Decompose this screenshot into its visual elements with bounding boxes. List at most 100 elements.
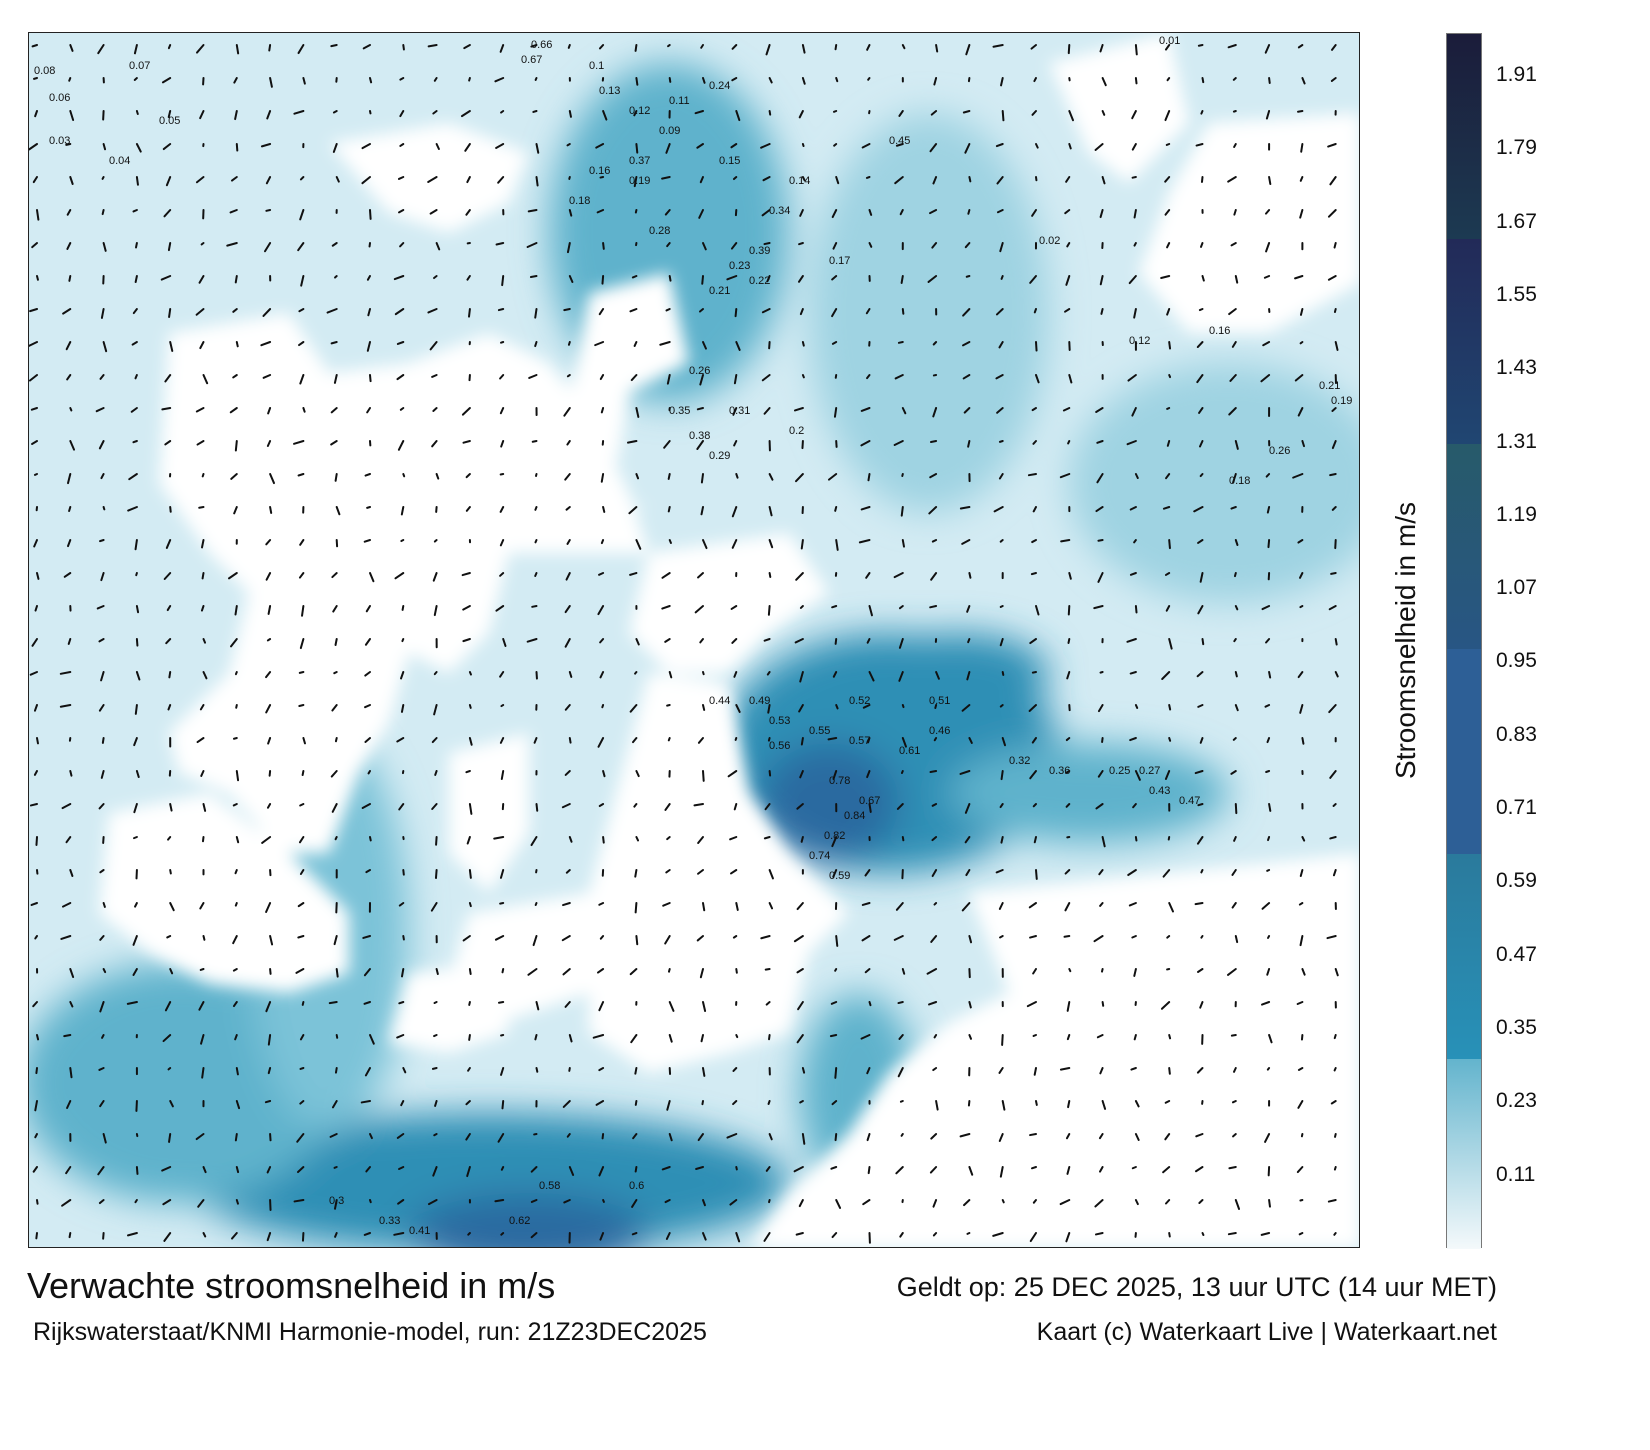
current-arrow xyxy=(334,473,338,482)
current-arrow xyxy=(369,1133,373,1140)
current-arrow xyxy=(1232,110,1237,113)
current-arrow xyxy=(598,1067,605,1072)
current-arrow xyxy=(1068,968,1072,973)
current-arrow xyxy=(229,407,238,414)
current-arrow xyxy=(332,605,338,613)
current-arrow xyxy=(99,374,105,380)
current-arrow xyxy=(732,1067,738,1072)
current-arrow xyxy=(36,737,39,745)
current-arrow xyxy=(1129,506,1137,511)
current-arrow xyxy=(195,176,205,184)
current-arrow xyxy=(1298,902,1304,906)
current-arrow xyxy=(1166,440,1171,447)
current-arrow xyxy=(696,935,704,942)
current-arrow xyxy=(63,572,72,578)
current-arrow xyxy=(702,770,705,782)
current-arrow xyxy=(599,671,605,679)
current-arrow xyxy=(234,1034,238,1041)
current-arrow xyxy=(931,242,938,249)
current-arrow xyxy=(135,242,138,249)
current-arrow xyxy=(166,935,172,939)
current-arrow xyxy=(634,44,638,52)
current-speed-map[interactable]: 0.08 0.07 0.06 0.03 0.04 0.05 0.1 0.13 0.12 0.11 0… xyxy=(28,32,1360,1248)
colorbar-tick-label: 1.79 xyxy=(1496,136,1537,160)
current-arrow xyxy=(1198,1199,1204,1205)
current-arrow xyxy=(893,572,904,579)
current-arrow xyxy=(726,275,738,281)
current-arrow xyxy=(895,143,904,147)
current-arrow xyxy=(1299,572,1304,579)
current-arrow xyxy=(964,143,971,154)
current-arrow xyxy=(499,737,505,744)
current-arrow xyxy=(766,275,771,283)
current-arrow xyxy=(293,1199,305,1203)
current-arrow xyxy=(1268,803,1272,812)
current-arrow xyxy=(667,968,671,973)
current-arrow xyxy=(398,803,405,811)
current-arrow xyxy=(202,638,207,644)
current-arrow xyxy=(1196,968,1204,974)
current-arrow xyxy=(1035,143,1039,149)
current-arrow xyxy=(99,869,105,874)
current-arrow xyxy=(1165,473,1171,480)
current-arrow xyxy=(526,242,538,248)
speed-label: 0.16 xyxy=(1209,325,1230,337)
current-arrow xyxy=(996,176,1004,185)
current-arrow xyxy=(61,1199,72,1207)
current-arrow xyxy=(1131,176,1137,179)
current-arrow xyxy=(1033,308,1037,314)
current-arrow xyxy=(730,869,738,875)
current-arrow xyxy=(1227,44,1237,49)
current-arrow xyxy=(932,341,938,346)
current-arrow xyxy=(263,242,272,253)
current-arrow xyxy=(364,704,371,709)
current-arrow xyxy=(864,869,871,877)
current-arrow xyxy=(1297,671,1304,679)
current-arrow xyxy=(992,1232,1004,1237)
current-arrow xyxy=(1031,539,1037,544)
current-arrow xyxy=(1000,77,1004,87)
current-arrow xyxy=(32,77,38,80)
current-arrow xyxy=(929,605,938,609)
speed-label: 0.15 xyxy=(719,155,740,167)
current-arrow xyxy=(98,638,105,643)
current-arrow xyxy=(595,1100,605,1106)
current-arrow xyxy=(1263,275,1271,279)
current-arrow xyxy=(201,473,205,478)
current-arrow xyxy=(965,275,971,278)
current-arrow xyxy=(234,275,238,284)
current-arrow xyxy=(793,407,804,412)
current-arrow xyxy=(699,968,704,979)
current-arrow xyxy=(934,704,938,710)
current-arrow xyxy=(65,1166,72,1175)
current-arrow xyxy=(1000,836,1004,844)
current-arrow xyxy=(598,803,605,808)
current-arrow xyxy=(99,935,105,941)
current-arrow xyxy=(1228,1166,1237,1170)
colorbar-tick-label: 1.91 xyxy=(1496,63,1537,86)
current-arrow xyxy=(702,671,705,676)
current-arrow xyxy=(393,275,405,281)
current-arrow xyxy=(363,1232,371,1236)
current-arrow xyxy=(1127,374,1137,382)
current-arrow xyxy=(1330,572,1337,575)
current-arrow xyxy=(1262,341,1271,347)
current-arrow xyxy=(564,473,571,481)
current-arrow xyxy=(726,1133,738,1139)
current-arrow xyxy=(334,1232,338,1238)
current-arrow xyxy=(68,275,72,282)
current-arrow xyxy=(563,308,571,312)
current-arrow xyxy=(494,935,505,941)
current-arrow xyxy=(768,1199,771,1204)
current-arrow xyxy=(1331,407,1337,412)
current-arrow xyxy=(1299,869,1304,878)
current-arrow xyxy=(265,209,272,212)
current-arrow xyxy=(468,737,473,746)
current-arrow xyxy=(827,473,838,481)
current-arrow xyxy=(299,374,305,385)
current-arrow xyxy=(1196,836,1204,845)
current-arrow xyxy=(1033,77,1037,83)
current-arrow xyxy=(930,935,938,943)
current-arrow xyxy=(134,539,138,551)
speed-label: 0.56 xyxy=(769,740,790,752)
